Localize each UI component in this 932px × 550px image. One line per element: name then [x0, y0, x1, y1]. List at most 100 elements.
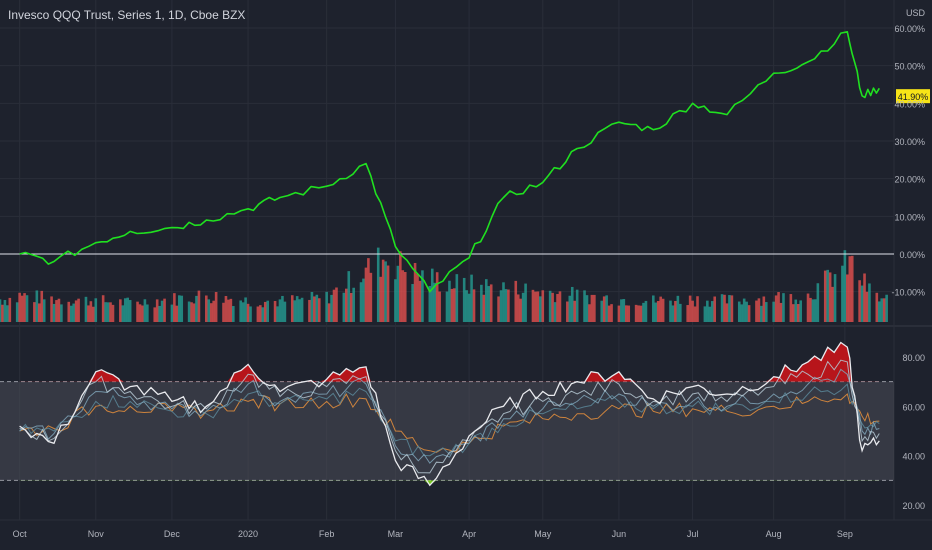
volume-bar	[433, 282, 437, 322]
volume-bar	[720, 294, 724, 322]
volume-bar	[504, 289, 508, 322]
axes: 60.00% 50.00% 40.00% 30.00% 20.00% 10.00% 0.00…	[13, 8, 926, 539]
volume-bar	[308, 299, 311, 322]
volume-bar	[882, 298, 886, 322]
volume-bar	[195, 295, 198, 322]
volume-bar	[92, 306, 95, 322]
price-tick-label: 50.00%	[894, 62, 925, 72]
volume-bar	[566, 301, 569, 322]
volume-bar	[418, 280, 422, 322]
volume-bar	[15, 302, 19, 322]
volume-bar	[445, 291, 449, 322]
volume-bar	[455, 274, 459, 322]
volume-bar	[627, 305, 631, 322]
volume-bar	[325, 291, 328, 322]
volume-bar	[342, 292, 346, 322]
volume-bar	[806, 293, 810, 322]
volume-bar	[261, 307, 265, 322]
volume-bar	[136, 301, 139, 322]
volume-bar	[229, 298, 233, 322]
volume-bar	[745, 301, 748, 322]
volume-bar	[23, 293, 26, 322]
time-tick-label: Mar	[388, 529, 404, 539]
time-tick-label: Sep	[837, 529, 853, 539]
volume-bar	[69, 305, 73, 322]
volume-bar	[222, 302, 225, 322]
volume-bar	[3, 300, 7, 322]
volume-bar	[207, 299, 211, 322]
volume-bar	[620, 299, 623, 322]
volume-bar	[669, 300, 672, 322]
volume-bar	[846, 274, 849, 322]
volume-bar	[67, 301, 71, 322]
volume-bar	[367, 258, 370, 322]
volume-bar	[177, 295, 181, 322]
volume-bar	[160, 300, 164, 322]
volume-bar	[209, 303, 213, 322]
volume-bar	[809, 297, 812, 322]
volume-bar	[111, 304, 115, 322]
volume-bar	[50, 296, 53, 322]
volume-bar	[37, 303, 41, 322]
price-tick-label: 20.00%	[894, 175, 925, 185]
volume-bar	[713, 296, 717, 322]
volume-bar	[524, 283, 527, 322]
volume-bar	[465, 290, 468, 322]
volume-bar	[688, 295, 692, 322]
volume-bar	[472, 289, 476, 322]
volume-bar	[94, 298, 98, 322]
volume-bar	[568, 295, 572, 322]
volume-bar	[386, 265, 390, 322]
price-tick-label: 60.00%	[894, 24, 925, 34]
volume-bar	[197, 290, 201, 322]
volume-bar	[263, 301, 267, 322]
volume-bar	[266, 300, 270, 322]
volume-bar	[138, 304, 142, 322]
volume-bar	[298, 299, 301, 322]
volume-bar	[674, 300, 677, 322]
volume-bar	[106, 302, 110, 322]
volume-bar	[6, 305, 9, 322]
volume-bar	[369, 272, 373, 322]
volume-bar	[548, 290, 552, 322]
volume-bar	[652, 295, 655, 322]
volume-bar	[430, 268, 434, 322]
volume-bar	[573, 300, 577, 322]
volume-bar	[18, 292, 21, 322]
volume-bar	[514, 280, 518, 322]
volume-bar	[249, 306, 252, 322]
rsi-tick-label: 20.00	[902, 501, 925, 511]
volume-bar	[300, 297, 304, 322]
volume-bar	[583, 290, 586, 322]
volume-bar	[158, 305, 161, 322]
volume-bar	[42, 299, 46, 322]
volume-bar	[332, 289, 336, 322]
volume-bar	[259, 305, 262, 322]
volume-bar	[435, 272, 439, 322]
price-pane: 41.90%	[0, 31, 930, 293]
volume-bar	[376, 247, 380, 322]
volume-bar	[72, 303, 75, 322]
volume-bar	[600, 300, 604, 322]
price-axis-currency: USD	[906, 8, 926, 18]
volume-bar	[826, 269, 829, 322]
volume-bar	[850, 255, 854, 322]
volume-bar	[831, 286, 834, 322]
volume-bar	[310, 291, 314, 322]
volume-bar	[128, 300, 132, 322]
volume-bar	[593, 294, 596, 322]
volume-bar	[693, 306, 697, 322]
volume-bar	[394, 279, 397, 322]
volume-bar	[180, 295, 184, 322]
volume-bar	[450, 288, 454, 322]
volume-bar	[359, 282, 363, 322]
volume-bar	[411, 284, 414, 322]
volume-bar	[828, 272, 832, 322]
volume-bar	[55, 300, 58, 322]
volume-bar	[841, 265, 844, 322]
volume-bar	[875, 292, 879, 322]
volume-bar	[833, 274, 837, 322]
volume-bar	[283, 301, 287, 322]
